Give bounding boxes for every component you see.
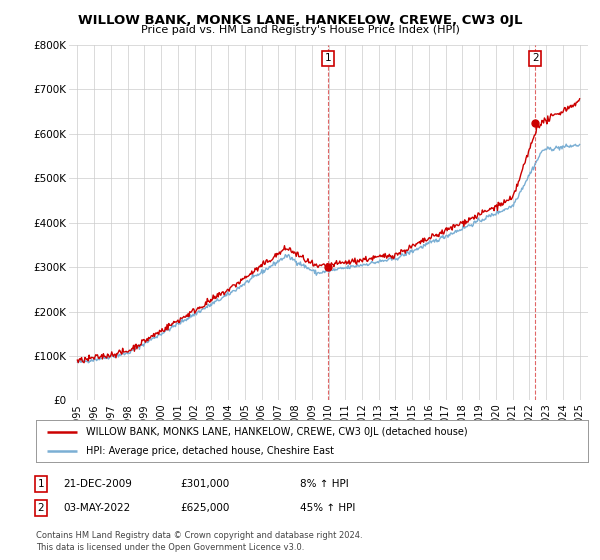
Text: WILLOW BANK, MONKS LANE, HANKELOW, CREWE, CW3 0JL: WILLOW BANK, MONKS LANE, HANKELOW, CREWE… — [78, 14, 522, 27]
Text: 2: 2 — [37, 503, 44, 513]
Text: £301,000: £301,000 — [180, 479, 229, 489]
Text: 8% ↑ HPI: 8% ↑ HPI — [300, 479, 349, 489]
Text: HPI: Average price, detached house, Cheshire East: HPI: Average price, detached house, Ches… — [86, 446, 334, 456]
Text: £625,000: £625,000 — [180, 503, 229, 513]
Text: Contains HM Land Registry data © Crown copyright and database right 2024.: Contains HM Land Registry data © Crown c… — [36, 531, 362, 540]
Text: Price paid vs. HM Land Registry's House Price Index (HPI): Price paid vs. HM Land Registry's House … — [140, 25, 460, 35]
Text: This data is licensed under the Open Government Licence v3.0.: This data is licensed under the Open Gov… — [36, 543, 304, 552]
Text: 03-MAY-2022: 03-MAY-2022 — [63, 503, 130, 513]
Text: WILLOW BANK, MONKS LANE, HANKELOW, CREWE, CW3 0JL (detached house): WILLOW BANK, MONKS LANE, HANKELOW, CREWE… — [86, 427, 467, 437]
Text: 21-DEC-2009: 21-DEC-2009 — [63, 479, 132, 489]
Text: 2: 2 — [532, 53, 538, 63]
Text: 1: 1 — [37, 479, 44, 489]
Text: 45% ↑ HPI: 45% ↑ HPI — [300, 503, 355, 513]
Text: 1: 1 — [325, 53, 331, 63]
